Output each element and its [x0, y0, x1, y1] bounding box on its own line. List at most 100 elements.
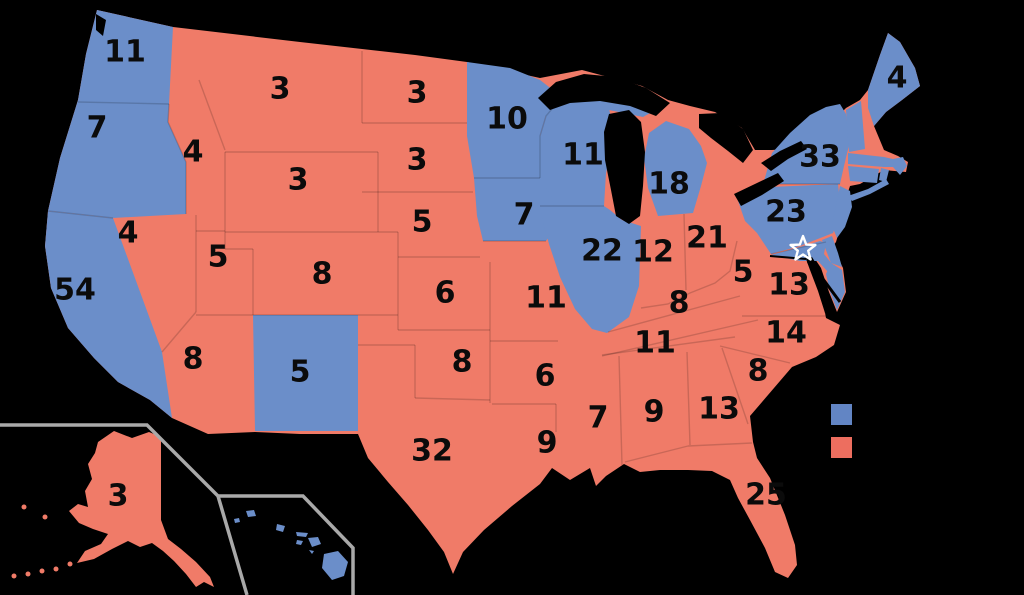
- ev-label-co: 8: [312, 257, 333, 292]
- state-hi-island-7: [322, 551, 348, 580]
- state-vt: [846, 101, 865, 152]
- state-il: [540, 206, 641, 333]
- state-nj: [832, 186, 852, 238]
- ev-label-ga: 13: [698, 392, 740, 427]
- legend-swatch-red: [831, 437, 852, 458]
- ev-label-ar: 6: [535, 359, 556, 394]
- state-ny-long-island: [848, 179, 889, 201]
- state-border-line-43: [640, 240, 738, 309]
- dc-label-leader-line: [804, 255, 842, 303]
- ev-label-wa: 11: [104, 35, 146, 70]
- state-border-line-42: [683, 213, 687, 291]
- ev-label-me: 4: [887, 61, 908, 96]
- ev-label-ky: 8: [669, 286, 690, 321]
- state-border-line-38: [624, 445, 689, 463]
- ev-label-nv: 4: [118, 216, 139, 251]
- inset-border-hawaii: [218, 494, 355, 595]
- puget-sound: [96, 14, 106, 36]
- lake-ontario: [761, 141, 807, 171]
- dc-star-icon: [789, 234, 817, 261]
- state-mi-lower-peninsula: [644, 121, 707, 216]
- state-border-line-37: [687, 442, 753, 447]
- inset-border-alaska: [0, 423, 249, 595]
- ev-label-wi: 11: [562, 138, 604, 173]
- state-border-line-34: [601, 319, 759, 357]
- aleutian-island-dot-0: [67, 561, 73, 567]
- lake-erie: [734, 173, 784, 206]
- ev-label-nc: 14: [765, 316, 807, 351]
- ev-label-pa: 23: [765, 195, 807, 230]
- ev-label-tx: 32: [411, 434, 453, 469]
- ev-label-sd: 3: [407, 143, 428, 178]
- state-border-line-14: [161, 311, 197, 353]
- ev-label-nm: 5: [290, 355, 311, 390]
- state-md-delmarva: [826, 263, 845, 310]
- ev-label-wy: 3: [288, 163, 309, 198]
- state-border-line-33: [607, 295, 741, 333]
- ev-label-oh: 21: [686, 221, 728, 256]
- state-border-line-41: [721, 347, 749, 425]
- ev-label-tn: 11: [634, 326, 676, 361]
- lake-huron: [699, 113, 753, 163]
- lake-superior: [538, 74, 670, 116]
- state-nm: [253, 315, 358, 431]
- chesapeake-bay: [806, 257, 831, 313]
- state-border-line-23: [77, 101, 170, 105]
- state-mn: [467, 62, 562, 178]
- potomac-river-line: [769, 255, 807, 260]
- state-ma: [848, 153, 907, 175]
- state-border-line-11: [414, 397, 491, 401]
- aleutian-island-dot-5: [21, 504, 27, 510]
- ev-label-or: 7: [87, 111, 108, 146]
- state-border-line-21: [198, 79, 226, 151]
- state-de: [822, 236, 842, 267]
- state-ia: [474, 178, 556, 241]
- state-hi-island-5: [308, 537, 321, 547]
- state-border-line-40: [719, 345, 791, 364]
- legend-swatch-blue: [831, 404, 852, 425]
- ev-label-wv: 5: [733, 255, 754, 290]
- state-hi-island-0: [246, 510, 256, 517]
- state-hi-island-3: [296, 532, 308, 537]
- state-hi-island-2: [276, 524, 285, 532]
- state-pa: [737, 184, 841, 254]
- state-wa: [78, 10, 173, 110]
- state-hi-island-4: [296, 540, 303, 545]
- ev-label-il: 22: [581, 234, 623, 269]
- state-border-line-24: [47, 210, 114, 219]
- ev-label-mn: 10: [486, 102, 528, 137]
- ev-label-mo: 11: [525, 281, 567, 316]
- state-border-line-46: [601, 336, 736, 356]
- state-ak: [69, 431, 214, 587]
- ev-label-in: 12: [632, 235, 674, 270]
- aleutian-island-dot-2: [39, 568, 45, 574]
- ev-label-ia: 7: [514, 198, 535, 233]
- ev-label-fl: 25: [745, 478, 787, 513]
- aleutian-island-dot-6: [42, 514, 48, 520]
- ev-label-sc: 8: [748, 354, 769, 389]
- state-border-line-25: [539, 96, 563, 178]
- ev-label-la: 9: [537, 426, 558, 461]
- ev-label-ok: 8: [452, 345, 473, 380]
- state-border-line-45: [770, 241, 827, 255]
- ev-label-mi: 18: [648, 167, 690, 202]
- aleutian-island-dot-3: [25, 571, 31, 577]
- state-hi-island-1: [234, 518, 240, 523]
- state-ny: [764, 104, 850, 184]
- state-border-line-36: [686, 351, 691, 446]
- ev-label-az: 8: [183, 342, 204, 377]
- ev-label-al: 9: [644, 395, 665, 430]
- ev-label-ut: 5: [208, 240, 229, 275]
- ev-label-ms: 7: [588, 401, 609, 436]
- aleutian-island-dot-4: [11, 573, 17, 579]
- ev-label-ne: 5: [412, 205, 433, 240]
- ev-label-id: 4: [183, 135, 204, 170]
- state-ct: [848, 166, 879, 183]
- state-me: [868, 33, 920, 126]
- state-ca: [45, 211, 172, 418]
- ev-label-ny: 33: [799, 140, 841, 175]
- state-hi-island-6: [309, 550, 314, 554]
- state-ri: [879, 168, 889, 182]
